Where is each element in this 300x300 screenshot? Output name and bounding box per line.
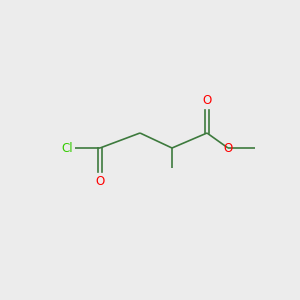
Text: Cl: Cl <box>62 142 74 154</box>
Text: O: O <box>224 142 232 154</box>
Text: O: O <box>95 175 105 188</box>
Text: O: O <box>202 94 211 107</box>
